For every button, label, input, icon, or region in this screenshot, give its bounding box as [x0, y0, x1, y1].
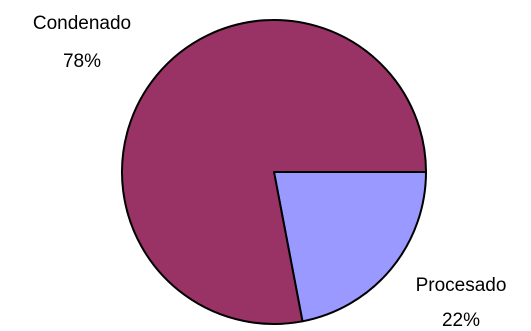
slice-label-condenado: Condenado	[33, 13, 131, 34]
slice-percent-condenado: 78%	[63, 51, 101, 72]
pie-labels: Condenado 78% Procesado 22%	[33, 13, 507, 331]
slice-label-procesado: Procesado	[416, 275, 507, 296]
pie-slices	[121, 19, 427, 325]
pie-slice-condenado	[121, 19, 427, 325]
pie-slice-procesado	[273, 171, 427, 323]
slice-percent-procesado: 22%	[442, 310, 480, 331]
